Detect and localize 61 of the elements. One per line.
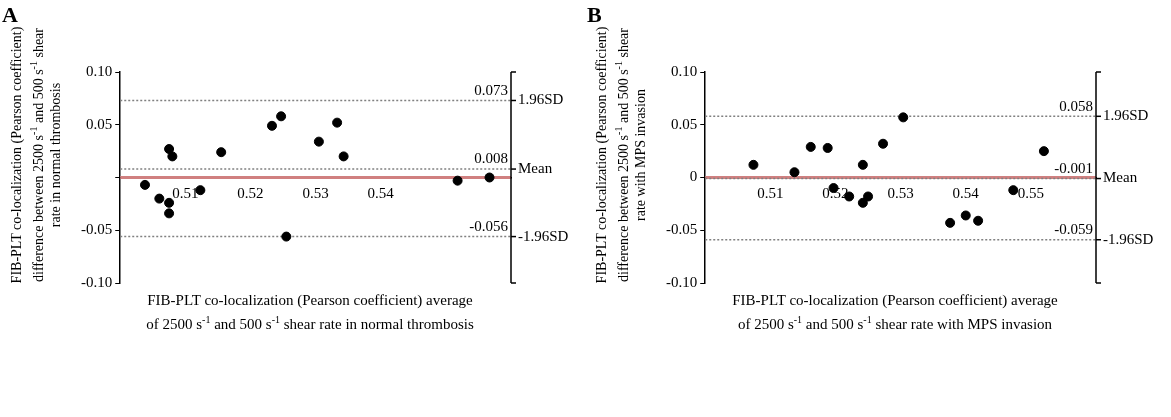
x-tick-label: 0.55 xyxy=(1017,185,1044,202)
point xyxy=(863,191,874,202)
point xyxy=(973,215,984,226)
x-tick-label: 0.51 xyxy=(172,185,199,202)
y-tick-label: 0.10 xyxy=(671,62,698,79)
chart-title: A xyxy=(2,2,18,27)
annotation: 0.058 xyxy=(1059,97,1093,114)
point xyxy=(281,231,292,242)
point xyxy=(1038,146,1049,157)
y-tick-label: -0.05 xyxy=(666,221,698,238)
chart-title: B xyxy=(587,2,602,27)
point xyxy=(822,142,833,153)
point xyxy=(452,175,463,186)
point xyxy=(1008,185,1019,196)
ref-line-label: Mean xyxy=(518,160,553,176)
annotation: -0.056 xyxy=(469,218,509,235)
ref-line-label: -1.96SD xyxy=(518,227,569,244)
ref-line-label: Mean xyxy=(1103,169,1138,186)
point xyxy=(805,141,816,152)
point xyxy=(898,112,909,123)
x-axis-title: FIB-PLT co-localization (Pearson coefficient) average of 2500 s$^{-1}$ and 500 s$^{-1}$ shear rate in normal thrombosis xyxy=(145,291,475,334)
point xyxy=(484,172,495,183)
point xyxy=(960,210,971,221)
point xyxy=(164,197,175,208)
point xyxy=(332,117,343,128)
point xyxy=(338,151,349,162)
annotation: -0.001 xyxy=(1054,159,1093,176)
point xyxy=(878,138,889,149)
point xyxy=(164,208,175,219)
point xyxy=(857,159,868,170)
y-tick-label: -0.05 xyxy=(81,221,113,238)
point xyxy=(266,120,277,131)
point xyxy=(857,197,868,208)
x-tick-label: 0.54 xyxy=(952,185,980,202)
y-tick-label: 0.10 xyxy=(86,62,113,79)
y-tick-label: 0 xyxy=(689,168,698,185)
point xyxy=(789,167,800,178)
point xyxy=(216,147,227,158)
point xyxy=(276,111,287,122)
y-tick-label: 0.05 xyxy=(86,115,113,132)
y-tick-label: -0.10 xyxy=(81,273,113,290)
x-axis-title: FIB-PLT co-localization (Pearson coefficient) average of 2500 s$^{-1}$ and 500 s$^{-1}$ shear rate with MPS invasion xyxy=(731,291,1059,334)
x-tick-label: 0.54 xyxy=(367,185,395,202)
point xyxy=(139,179,150,190)
annotation: 0.008 xyxy=(474,150,508,167)
x-tick-label: 0.51 xyxy=(757,185,784,202)
y-tick-label: -0.10 xyxy=(666,273,698,290)
ref-line-label: -1.96SD xyxy=(1103,230,1154,247)
ref-line-label: 1.96SD xyxy=(518,91,564,108)
ref-line-label: 1.96SD xyxy=(1103,107,1149,124)
point xyxy=(154,193,165,204)
x-tick-label: 0.53 xyxy=(887,185,914,202)
annotation: -0.059 xyxy=(1054,221,1093,238)
point xyxy=(945,217,956,228)
point xyxy=(313,136,324,147)
y-tick-label: 0.05 xyxy=(671,115,698,132)
x-tick-label: 0.53 xyxy=(302,185,329,202)
x-tick-label: 0.52 xyxy=(237,185,264,202)
point xyxy=(748,159,759,170)
annotation: 0.073 xyxy=(474,81,508,98)
point xyxy=(167,151,178,162)
